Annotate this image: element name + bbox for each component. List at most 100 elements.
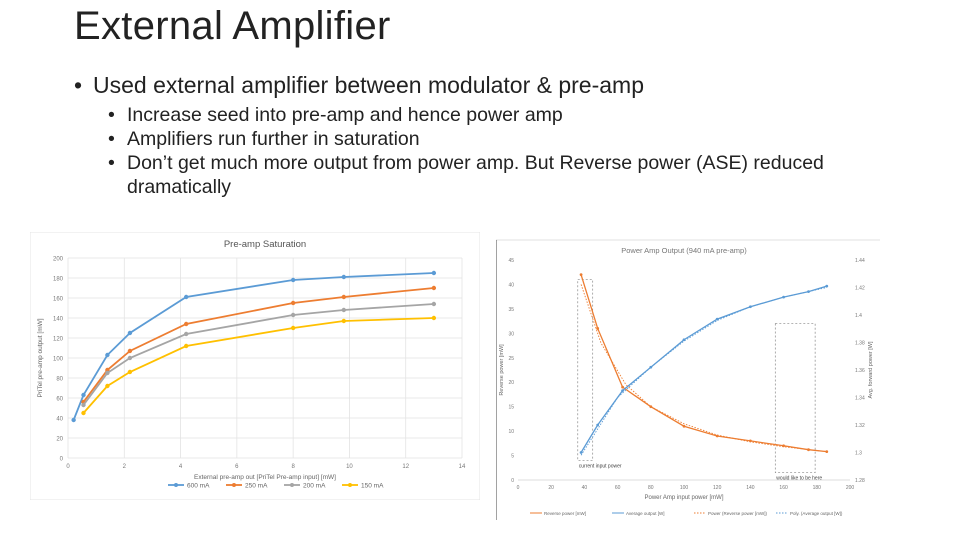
- data-point: [81, 402, 86, 408]
- y-tick-label: 45: [508, 258, 514, 264]
- x-tick-label: 12: [402, 464, 409, 470]
- y-right-tick-label: 1.28: [855, 478, 865, 484]
- data-point: [579, 451, 583, 454]
- sub-bullet-list: Increase seed into pre-amp and hence pow…: [108, 103, 874, 199]
- data-point: [431, 301, 437, 307]
- y-right-axis-label: Avg. forward power [W]: [868, 341, 874, 399]
- annotation-box: [577, 279, 594, 461]
- y-axis-label: PriTel pre-amp output [mW]: [37, 318, 44, 397]
- data-point: [290, 300, 296, 306]
- x-tick-label: 160: [779, 485, 788, 491]
- legend-label: Power (Reverse power [mW]): [708, 511, 768, 516]
- slide-title: External Amplifier: [74, 4, 391, 48]
- y-tick-label: 5: [511, 454, 514, 460]
- data-point: [127, 355, 133, 361]
- preamp-saturation-chart: Pre-amp Saturation 0 20 40 60 80 100 120 140 160 1…: [30, 232, 480, 500]
- series-line: [72, 272, 434, 421]
- bullet-list: Used external amplifier between modulato…: [74, 71, 874, 199]
- data-point: [431, 315, 437, 321]
- annotation-label: would like to be here: [776, 476, 822, 482]
- y-tick-label: 35: [508, 307, 514, 313]
- series-line: [580, 285, 827, 453]
- x-axis-label: External pre-amp out [PriTel Pre-amp inp…: [194, 474, 336, 481]
- y-tick-label: 20: [56, 437, 63, 443]
- x-tick-label: 140: [746, 485, 755, 491]
- y-tick-label: 160: [53, 297, 64, 303]
- legend-marker: [174, 483, 178, 487]
- x-tick-label: 4: [179, 464, 183, 470]
- data-point: [290, 312, 296, 318]
- main-bullet: Used external amplifier between modulato…: [74, 71, 874, 99]
- x-tick-label: 10: [346, 464, 353, 470]
- data-point: [825, 450, 829, 454]
- y-tick-label: 180: [53, 277, 64, 283]
- data-point: [596, 423, 600, 427]
- data-point: [807, 290, 810, 294]
- data-point: [341, 307, 346, 313]
- y-tick-label: 100: [53, 357, 64, 363]
- y-tick-label: 10: [508, 429, 514, 435]
- y-right-tick-label: 1.44: [855, 258, 865, 264]
- y-tick-label: 0: [60, 457, 64, 463]
- legend-label: Poly. (Average output [W]): [790, 511, 843, 516]
- y-tick-label: 25: [508, 356, 514, 362]
- data-point: [825, 284, 829, 288]
- data-point: [290, 277, 296, 283]
- chart-title: Pre-amp Saturation: [224, 239, 306, 250]
- y-tick-label: 200: [53, 257, 64, 263]
- data-point: [341, 274, 346, 280]
- y-tick-label: 40: [508, 282, 514, 288]
- chart-frame: [30, 232, 480, 500]
- x-tick-label: 200: [846, 485, 855, 491]
- y-tick-label: 40: [56, 417, 63, 423]
- x-tick-label: 100: [680, 485, 689, 491]
- y-axis-label: Reverse power [mW]: [499, 344, 505, 396]
- legend-marker: [232, 483, 236, 487]
- data-point: [431, 285, 437, 291]
- y-tick-label: 60: [56, 397, 63, 403]
- y-tick-label: 80: [56, 377, 63, 383]
- data-point: [184, 331, 189, 337]
- data-point: [682, 424, 686, 428]
- data-point: [81, 392, 86, 398]
- y-right-tick-label: 1.38: [855, 341, 865, 347]
- data-point: [749, 305, 752, 309]
- data-point: [807, 448, 810, 452]
- data-point: [184, 321, 189, 327]
- y-tick-label: 20: [508, 380, 514, 386]
- data-point: [579, 273, 583, 277]
- data-point: [431, 270, 437, 276]
- legend-label: 150 mA: [361, 483, 384, 490]
- x-tick-label: 2: [123, 464, 127, 470]
- x-tick-label: 60: [615, 485, 621, 491]
- data-point: [71, 417, 76, 423]
- x-tick-label: 180: [813, 485, 822, 491]
- y-tick-label: 140: [53, 317, 64, 323]
- y-right-tick-label: 1.34: [855, 396, 865, 402]
- annotation-label: current input power: [579, 463, 622, 469]
- x-tick-label: 120: [713, 485, 722, 491]
- x-tick-label: 40: [582, 485, 588, 491]
- sub-bullet: Amplifiers run further in saturation: [108, 127, 874, 151]
- data-point: [105, 383, 110, 389]
- legend-marker: [290, 483, 294, 487]
- chart-frame: [496, 238, 880, 520]
- data-point: [105, 370, 110, 376]
- series-line: [580, 287, 827, 456]
- y-tick-label: 120: [53, 337, 64, 343]
- data-point: [621, 385, 624, 389]
- data-point: [290, 325, 296, 331]
- data-point: [127, 330, 133, 336]
- y-tick-label: 0: [511, 478, 514, 484]
- y-right-tick-label: 1.42: [855, 286, 865, 292]
- legend-label: 600 mA: [187, 483, 210, 490]
- data-point: [341, 294, 346, 300]
- x-tick-label: 14: [459, 464, 466, 470]
- data-point: [81, 410, 86, 416]
- chart-title: Power Amp Output (940 mA pre-amp): [621, 246, 747, 255]
- x-tick-label: 8: [291, 464, 295, 470]
- power-amp-output-chart: Power Amp Output (940 mA pre-amp) 0 5 10 15 2…: [496, 238, 880, 520]
- legend-label: Average output [W]: [626, 511, 664, 516]
- data-point: [127, 348, 133, 354]
- y-right-tick-label: 1.32: [855, 423, 865, 429]
